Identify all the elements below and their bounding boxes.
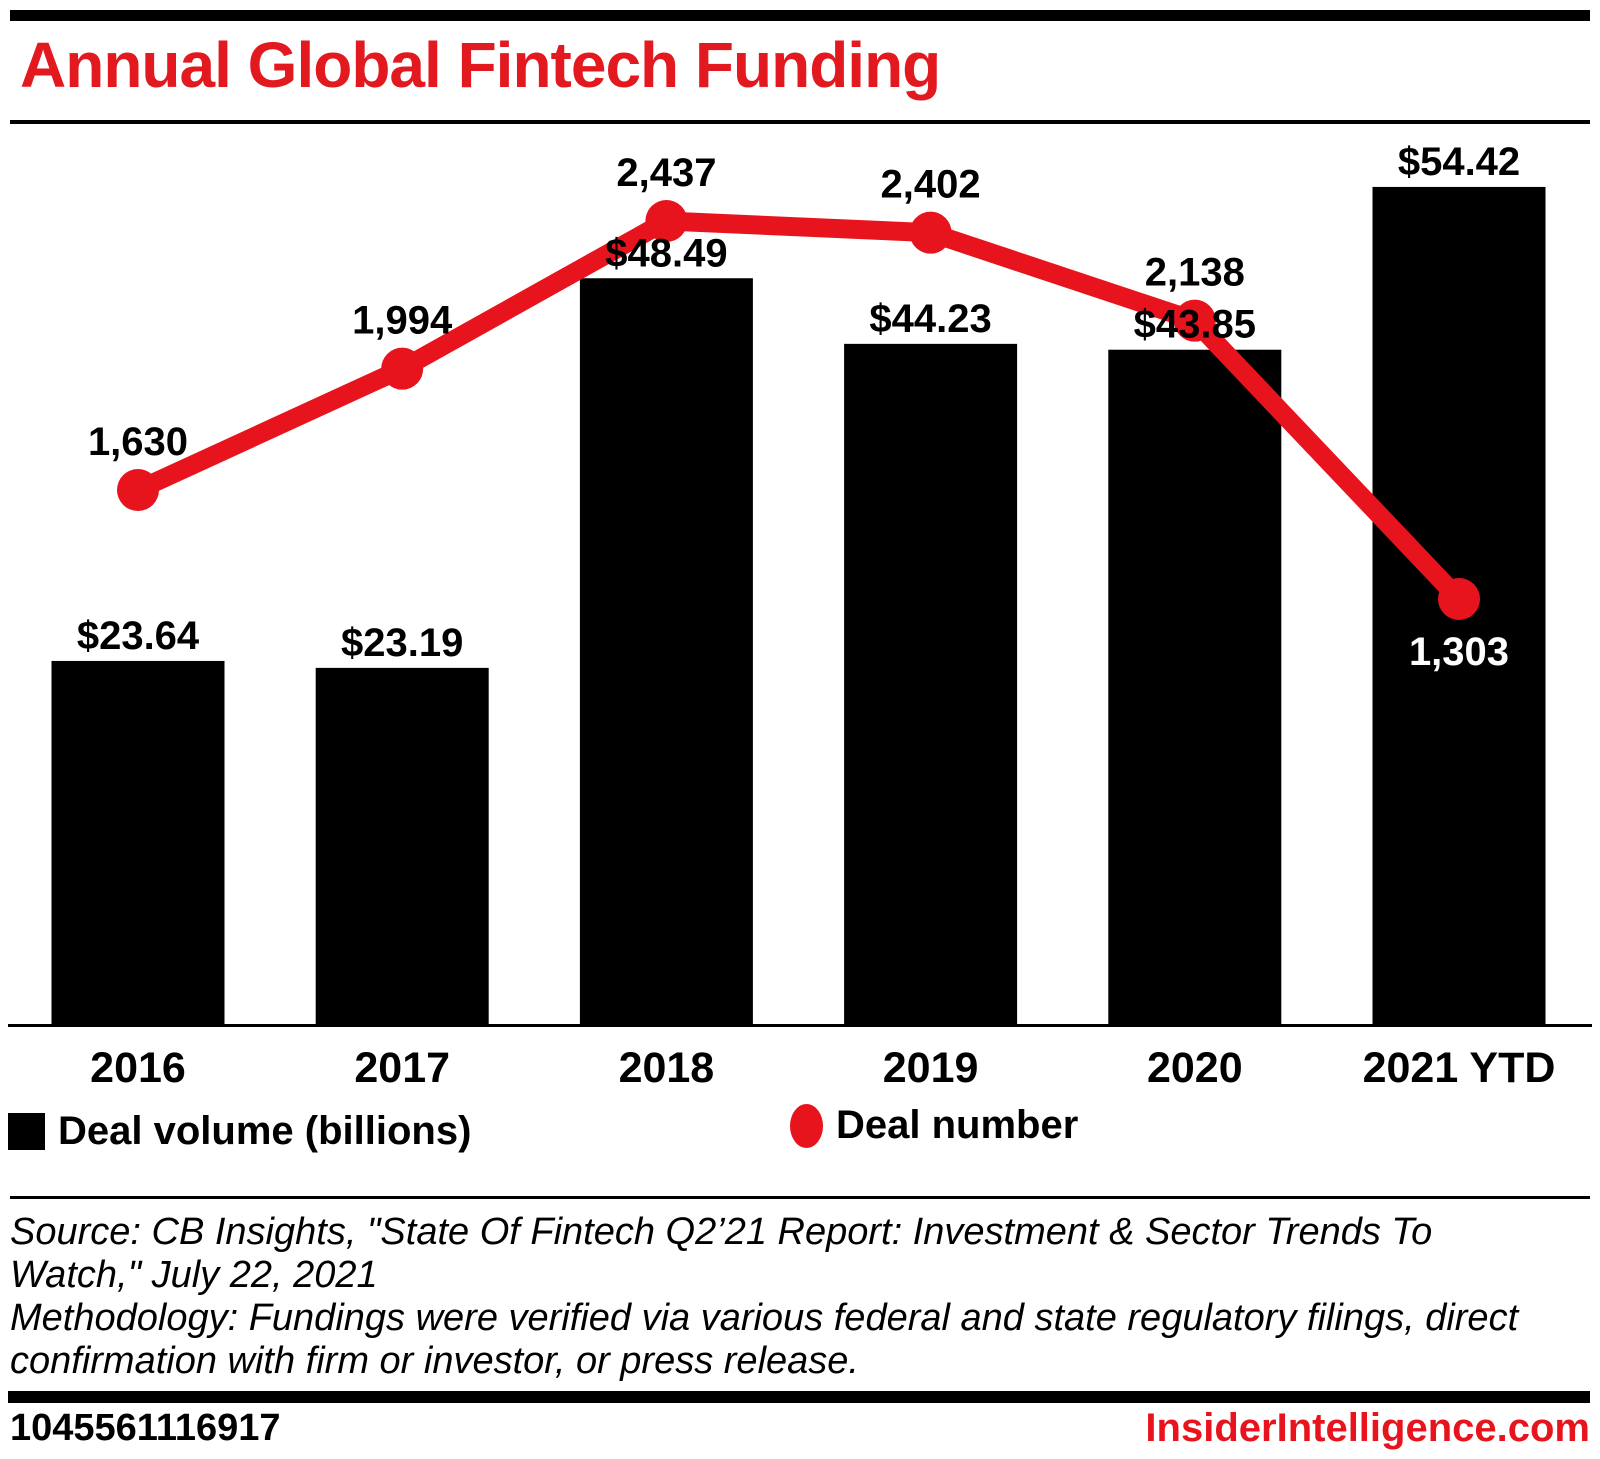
line-value-label-2017: 1,994 bbox=[352, 299, 453, 343]
bar-value-label-2016: $23.64 bbox=[77, 614, 200, 658]
page-title: Annual Global Fintech Funding bbox=[20, 29, 941, 101]
x-tick-label-2018: 2018 bbox=[619, 1044, 715, 1092]
bar-value-label-2019: $44.23 bbox=[869, 297, 991, 341]
source-line-2: Watch," July 22, 2021 bbox=[10, 1254, 378, 1296]
methodology-line-2: confirmation with firm or investor, or p… bbox=[10, 1340, 859, 1382]
deal-number-point-2020 bbox=[1173, 299, 1216, 342]
x-tick-label-2020: 2020 bbox=[1147, 1044, 1243, 1092]
line-value-label-2021 YTD: 1,303 bbox=[1409, 630, 1509, 674]
source-line-1: Source: CB Insights, "State Of Fintech Q… bbox=[10, 1211, 1433, 1253]
bar-2019 bbox=[844, 343, 1018, 1025]
chart-id: 1045561116917 bbox=[10, 1407, 281, 1449]
bar-2016 bbox=[51, 660, 225, 1025]
source-methodology-block: Source: CB Insights, "State Of Fintech Q… bbox=[10, 1211, 1590, 1383]
bar-value-label-2020: $43.85 bbox=[1134, 303, 1256, 347]
deal-number-line bbox=[134, 211, 1466, 606]
line-value-label-2016: 1,630 bbox=[88, 420, 188, 464]
combo-chart: $23.64 $23.19 $48.49 $44.23 $43.85 $54.42 1,63… bbox=[8, 140, 1592, 1092]
x-axis-line bbox=[8, 1024, 1592, 1027]
legend-label-deal-number: Deal number bbox=[836, 1103, 1079, 1147]
deal-number-point-2019 bbox=[909, 211, 952, 254]
chart-legend: Deal volume (billions) Deal number bbox=[0, 1103, 1600, 1163]
bar-value-label-2017: $23.19 bbox=[341, 621, 463, 665]
top-rule bbox=[10, 10, 1590, 21]
deal-number-point-2017 bbox=[381, 347, 424, 390]
deal-number-point-2021 YTD bbox=[1438, 578, 1480, 620]
footer-black-bar bbox=[8, 1391, 1590, 1403]
legend-item-deal-number: Deal number bbox=[790, 1103, 1078, 1148]
bar-swatch-icon bbox=[8, 1113, 45, 1150]
insider-intelligence-link[interactable]: InsiderIntelligence.com bbox=[1145, 1406, 1590, 1450]
x-tick-label-2021 YTD: 2021 YTD bbox=[1363, 1044, 1556, 1092]
bar-2020 bbox=[1108, 349, 1282, 1026]
footer-divider bbox=[10, 1196, 1590, 1199]
bar-value-label-2021 YTD: $54.42 bbox=[1398, 140, 1520, 184]
x-tick-label-2016: 2016 bbox=[90, 1044, 186, 1092]
legend-item-deal-volume: Deal volume (billions) bbox=[8, 1109, 471, 1154]
line-value-label-2018: 2,437 bbox=[616, 151, 716, 195]
line-value-label-2019: 2,402 bbox=[881, 163, 981, 207]
title-underline bbox=[10, 120, 1590, 124]
legend-label-deal-volume: Deal volume (billions) bbox=[58, 1109, 472, 1153]
line-dot-swatch-icon bbox=[790, 1103, 823, 1148]
deal-number-point-2018 bbox=[645, 200, 688, 242]
x-tick-label-2019: 2019 bbox=[883, 1044, 979, 1092]
bar-2017 bbox=[315, 667, 489, 1025]
bar-value-label-2018: $48.49 bbox=[605, 231, 727, 275]
deal-number-point-2016 bbox=[117, 469, 159, 511]
line-value-label-2020: 2,138 bbox=[1145, 251, 1245, 295]
x-tick-label-2017: 2017 bbox=[354, 1044, 450, 1092]
bar-2018 bbox=[579, 278, 753, 1025]
methodology-line-1: Methodology: Fundings were verified via … bbox=[10, 1297, 1519, 1339]
